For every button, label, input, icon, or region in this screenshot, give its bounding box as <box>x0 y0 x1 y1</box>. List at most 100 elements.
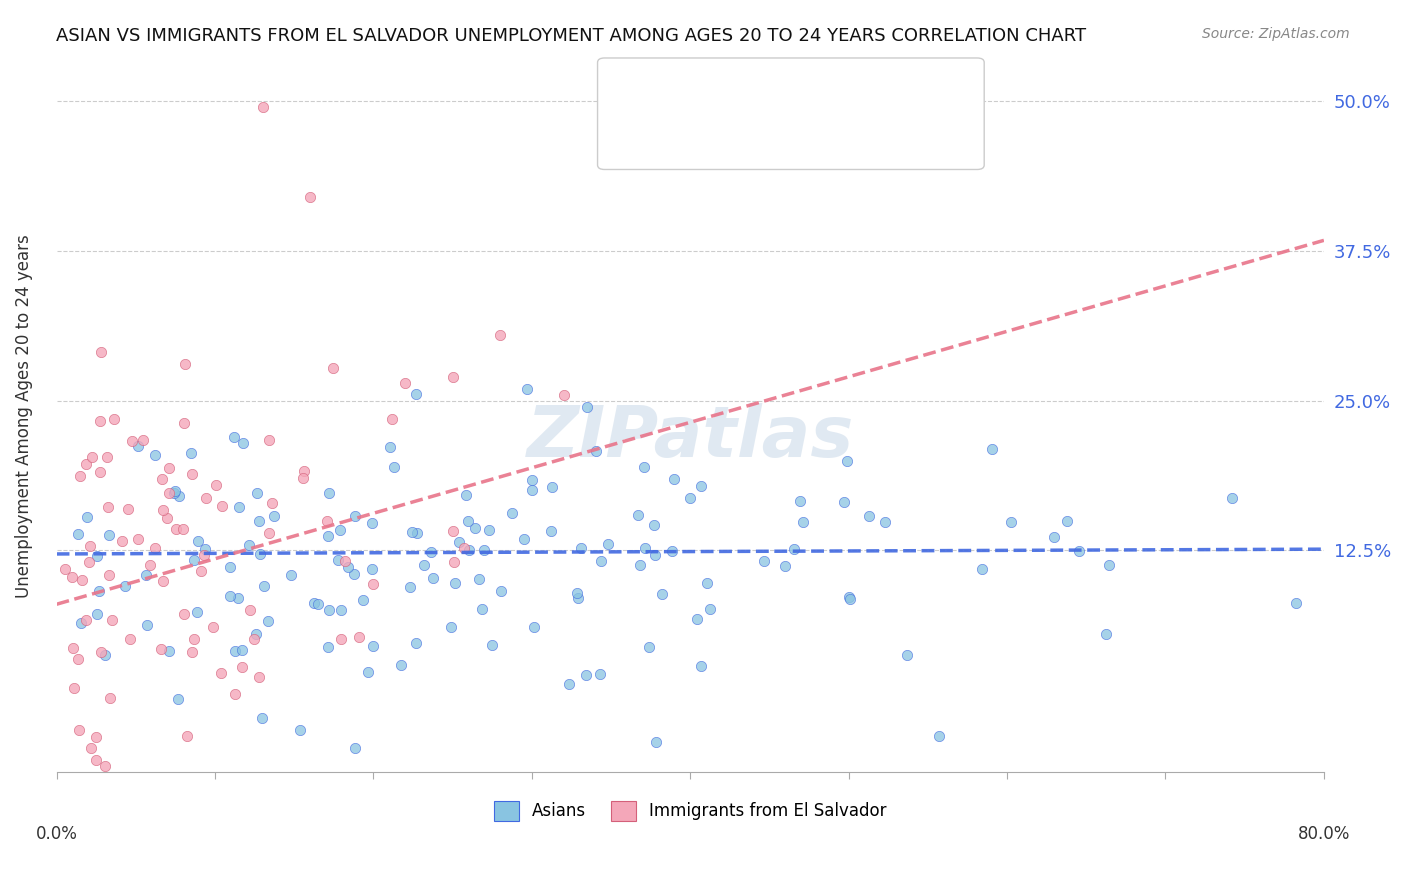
Point <box>169 489 191 503</box>
Point <box>1285 596 1308 610</box>
Point <box>449 535 471 549</box>
Point <box>398 580 420 594</box>
Point <box>180 645 202 659</box>
Point <box>662 471 685 485</box>
Point <box>567 591 589 605</box>
Point <box>783 541 806 556</box>
Point <box>380 440 402 454</box>
Point <box>90 645 112 659</box>
Point <box>302 597 325 611</box>
Point <box>1000 516 1022 530</box>
Point <box>981 442 1004 456</box>
Point <box>172 523 194 537</box>
Point <box>458 543 481 558</box>
Point <box>1095 626 1118 640</box>
Point <box>405 636 427 650</box>
Point <box>329 603 352 617</box>
Point <box>114 579 136 593</box>
Point <box>163 486 186 500</box>
Point <box>633 460 655 475</box>
Point <box>343 567 366 582</box>
Point <box>686 612 709 626</box>
Point <box>132 434 155 448</box>
Y-axis label: Unemployment Among Ages 20 to 24 years: Unemployment Among Ages 20 to 24 years <box>15 234 32 598</box>
Point <box>322 360 344 375</box>
Point <box>1043 530 1066 544</box>
Point <box>211 500 233 514</box>
Point <box>252 711 274 725</box>
Point <box>226 591 249 606</box>
Point <box>638 640 661 654</box>
Point <box>224 687 246 701</box>
Point <box>259 525 281 540</box>
Point <box>489 583 512 598</box>
Point <box>98 568 121 582</box>
Point <box>90 345 112 359</box>
Point <box>553 388 575 402</box>
Point <box>520 483 543 497</box>
Point <box>754 553 776 567</box>
Point <box>118 632 141 646</box>
Point <box>643 518 665 533</box>
Point <box>157 461 180 475</box>
Point <box>201 620 224 634</box>
Point <box>489 327 512 342</box>
Point <box>245 626 267 640</box>
Point <box>165 484 187 499</box>
Point <box>165 522 187 536</box>
Point <box>569 541 592 555</box>
Point <box>557 676 579 690</box>
Point <box>405 526 427 541</box>
Point <box>401 525 423 540</box>
Point <box>363 576 385 591</box>
Point <box>209 665 232 680</box>
Point <box>75 613 97 627</box>
Point <box>441 524 464 538</box>
Point <box>422 571 444 585</box>
Text: Source: ZipAtlas.com: Source: ZipAtlas.com <box>1202 27 1350 41</box>
Point <box>591 554 613 568</box>
Point <box>440 620 463 634</box>
Point <box>60 570 83 584</box>
Point <box>352 593 374 607</box>
Point <box>523 619 546 633</box>
Point <box>478 523 501 537</box>
Point <box>644 735 666 749</box>
Point <box>837 453 859 467</box>
Point <box>329 523 352 537</box>
Text: 0.0%: 0.0% <box>35 825 77 843</box>
Point <box>575 668 598 682</box>
Point <box>299 190 322 204</box>
Point <box>644 548 666 562</box>
Point <box>252 100 274 114</box>
Point <box>94 648 117 662</box>
Text: ASIAN VS IMMIGRANTS FROM EL SALVADOR UNEMPLOYMENT AMONG AGES 20 TO 24 YEARS CORR: ASIAN VS IMMIGRANTS FROM EL SALVADOR UNE… <box>56 27 1087 45</box>
Point <box>405 386 427 401</box>
Point <box>343 508 366 523</box>
Point <box>173 607 195 621</box>
Point <box>77 555 100 569</box>
Point <box>239 603 262 617</box>
Point <box>453 541 475 555</box>
Point <box>156 511 179 525</box>
Point <box>585 443 607 458</box>
Point <box>143 541 166 555</box>
Point <box>232 436 254 450</box>
Point <box>257 614 280 628</box>
Point <box>661 544 683 558</box>
Point <box>53 562 76 576</box>
Point <box>318 486 340 500</box>
Point <box>858 508 880 523</box>
Point <box>62 641 84 656</box>
Point <box>190 564 212 578</box>
Point <box>627 508 650 523</box>
Point <box>347 631 370 645</box>
Point <box>98 691 121 706</box>
Point <box>516 382 538 396</box>
Point <box>834 494 856 508</box>
Point <box>86 607 108 621</box>
Point <box>336 560 359 574</box>
Point <box>380 412 402 426</box>
Point <box>634 541 657 556</box>
Point <box>121 434 143 448</box>
